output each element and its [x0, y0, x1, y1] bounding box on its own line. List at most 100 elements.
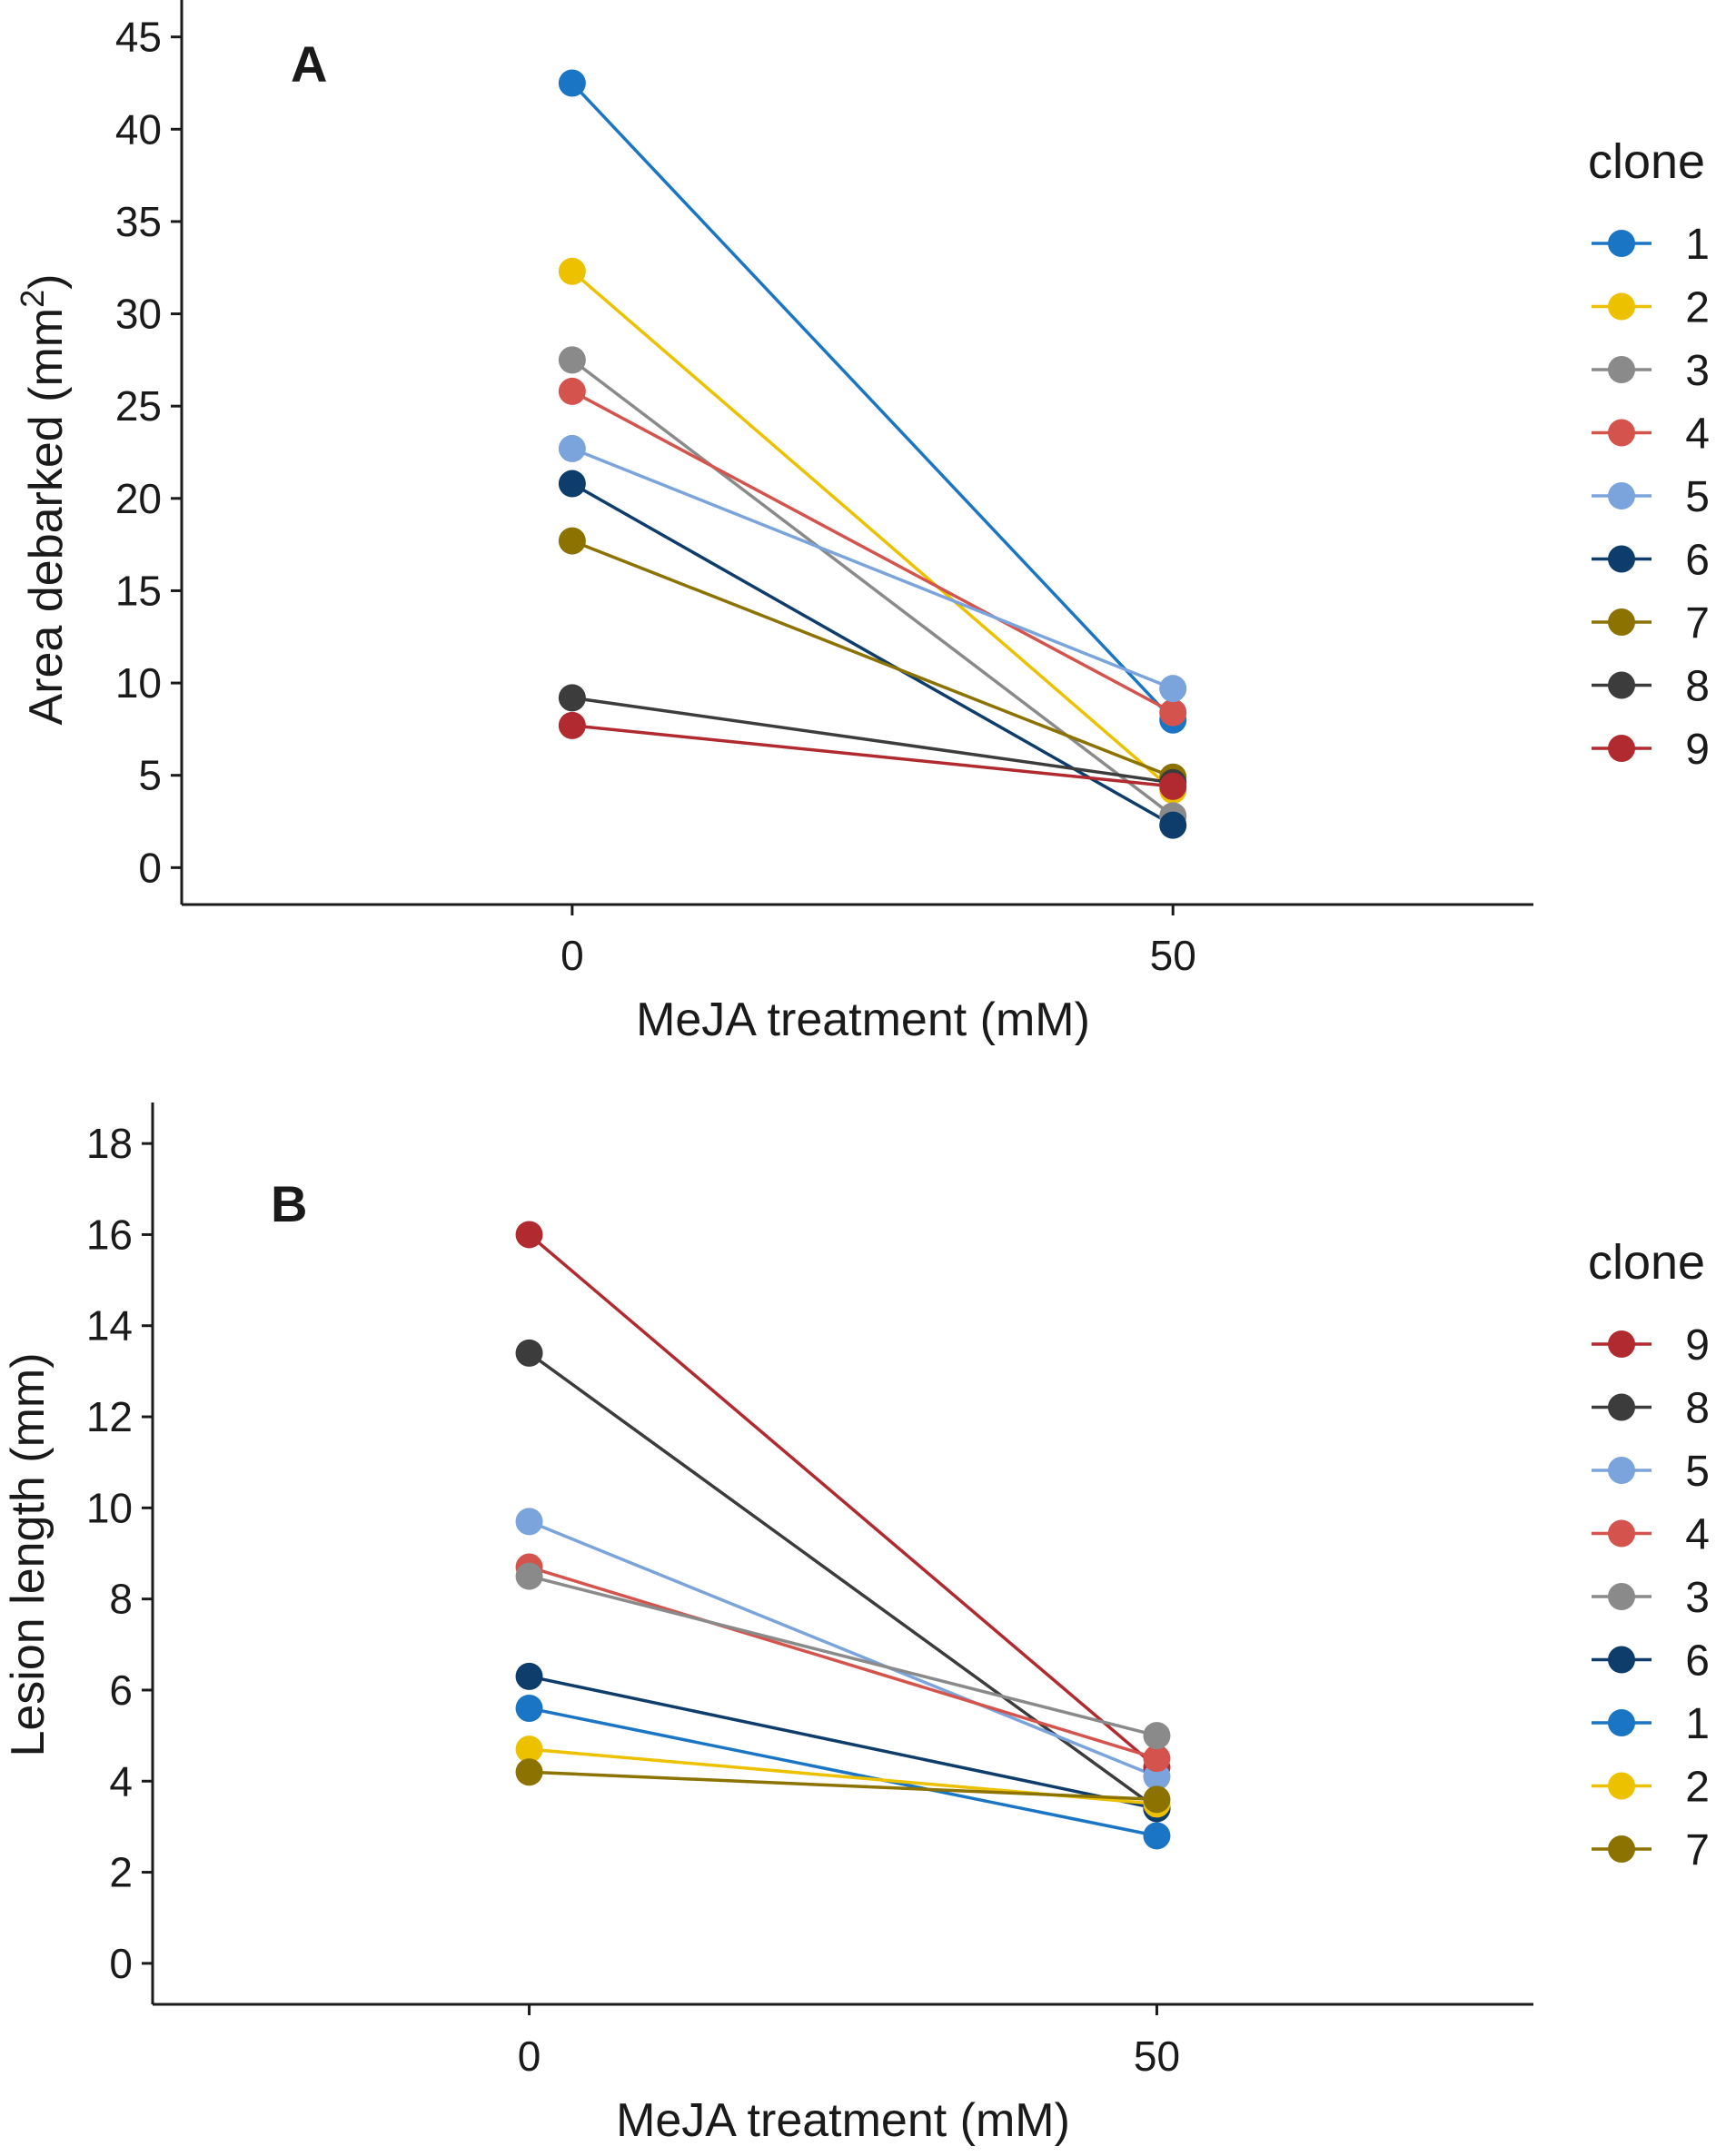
panel-a-y-axis-title-superscript: 2: [14, 290, 51, 308]
legend-key-point: [1608, 1457, 1635, 1484]
legend-key-point: [1608, 1835, 1635, 1863]
data-point-clone-3-0: [515, 1562, 543, 1590]
data-point-clone-6-50: [1159, 811, 1187, 839]
data-point-clone-4-50: [1159, 698, 1187, 727]
series-line-clone-4: [529, 1565, 1157, 1760]
legend-label: 5: [1685, 1448, 1710, 1496]
data-point-clone-1-0: [558, 69, 586, 97]
panel-a-y-axis-title-main: Area debarked (mm: [20, 308, 73, 726]
data-point-clone-4-50: [1143, 1745, 1171, 1773]
series-line-clone-9: [528, 1233, 1158, 1769]
panel-b-x-ticks: 0 50: [518, 2004, 1180, 2080]
legend-label: 3: [1685, 1574, 1710, 1622]
series-line-clone-3: [529, 1574, 1157, 1737]
legend-item-clone-8: 8: [1592, 663, 1710, 711]
data-point-clone-4-0: [558, 377, 586, 405]
legend-key-point: [1608, 1519, 1635, 1548]
y-tick-label: 20: [115, 475, 162, 522]
series-line-clone-5: [528, 1519, 1158, 1778]
data-point-clone-6-0: [558, 470, 586, 498]
legend-label: 1: [1685, 221, 1710, 269]
series-line-clone-7: [529, 1770, 1157, 1802]
data-point-clone-1-50: [1143, 1822, 1171, 1850]
data-point-clone-2-0: [558, 257, 586, 285]
data-point-clone-9-0: [515, 1221, 543, 1249]
panel-a-x-axis-title: MeJA treatment (mM): [636, 994, 1090, 1046]
data-point-clone-9-0: [558, 711, 586, 739]
legend-key-point: [1608, 545, 1635, 573]
data-point-clone-6-0: [515, 1662, 543, 1690]
data-point-clone-3-50: [1143, 1722, 1171, 1750]
series-line-clone-3: [570, 358, 1175, 817]
panel-a-y-axis-title-suffix: ): [20, 274, 73, 290]
data-point-clone-2-0: [515, 1736, 543, 1764]
legend-key-point: [1608, 1772, 1635, 1800]
legend-label: 9: [1685, 726, 1710, 774]
legend-item-clone-1: 1: [1592, 221, 1710, 269]
series-line-clone-2: [570, 270, 1175, 792]
y-tick-label: 18: [86, 1120, 133, 1167]
legend-label: 6: [1685, 537, 1710, 585]
panel-b-series-lines: [528, 1233, 1158, 1838]
panel-a-series-lines: [570, 82, 1175, 827]
legend-key-point: [1608, 1583, 1635, 1610]
legend-label: 7: [1685, 599, 1710, 648]
panel-b-legend: clone 9 8 5 4 3 6 1 2 7: [1588, 1235, 1710, 1874]
data-point-clone-9-50: [1159, 772, 1187, 800]
panel-a-y-ticks: 0 5 10 15 20 25 30 35 40 45: [115, 14, 182, 891]
legend-label: 7: [1685, 1826, 1710, 1874]
legend-key-point: [1608, 356, 1635, 383]
legend-item-clone-9: 9: [1592, 726, 1710, 774]
legend-label: 5: [1685, 473, 1710, 521]
legend-key-point: [1608, 292, 1635, 321]
legend-label: 3: [1685, 347, 1710, 395]
legend-key-point: [1608, 1393, 1635, 1421]
panel-a-legend-title: clone: [1588, 134, 1705, 189]
x-tick-label: 0: [518, 2032, 541, 2080]
x-tick-label: 50: [1134, 2032, 1180, 2080]
legend-key-point: [1608, 1330, 1635, 1358]
series-line-clone-4: [571, 390, 1175, 715]
x-tick-label: 0: [560, 932, 584, 979]
legend-label: 8: [1685, 1385, 1710, 1433]
panel-b-y-ticks: 0 2 4 6 8 10 12 14 16 18: [86, 1120, 153, 1987]
legend-item-clone-6: 6: [1592, 537, 1710, 585]
panel-b-x-axis-title: MeJA treatment (mM): [616, 2094, 1070, 2147]
legend-label: 2: [1685, 1764, 1710, 1812]
series-line-clone-1: [570, 82, 1175, 721]
y-tick-label: 15: [115, 567, 162, 614]
legend-item-clone-5: 5: [1592, 473, 1710, 521]
panel-a-series-points: [558, 69, 1187, 839]
panel-b-y-axis-title: Lesion length (mm): [2, 1352, 55, 1756]
legend-item-clone-7: 7: [1592, 599, 1710, 648]
legend-item-clone-9: 9: [1592, 1321, 1710, 1370]
y-tick-label: 0: [138, 844, 162, 891]
legend-label: 4: [1685, 410, 1710, 459]
data-point-clone-7-0: [515, 1758, 543, 1786]
y-tick-label: 0: [109, 1940, 133, 1987]
legend-item-clone-5: 5: [1592, 1448, 1710, 1496]
panel-b-label: B: [271, 1175, 307, 1232]
legend-label: 2: [1685, 284, 1710, 332]
y-tick-label: 5: [138, 752, 162, 799]
y-tick-label: 16: [86, 1211, 133, 1258]
data-point-clone-7-0: [558, 527, 586, 555]
legend-item-clone-1: 1: [1592, 1700, 1710, 1748]
panel-b-legend-title: clone: [1588, 1235, 1705, 1290]
legend-key-point: [1608, 735, 1635, 762]
panel-b-series-points: [515, 1221, 1171, 1850]
data-point-clone-1-0: [515, 1695, 543, 1723]
y-tick-label: 8: [109, 1576, 133, 1623]
legend-key-point: [1608, 608, 1635, 636]
series-line-clone-9: [571, 724, 1174, 788]
y-tick-label: 2: [109, 1849, 133, 1896]
y-tick-label: 12: [86, 1393, 133, 1440]
data-point-clone-7-50: [1143, 1785, 1171, 1814]
data-point-clone-3-0: [558, 346, 586, 374]
data-point-clone-5-0: [558, 434, 586, 462]
legend-item-clone-2: 2: [1592, 1764, 1710, 1812]
legend-label: 8: [1685, 663, 1710, 711]
